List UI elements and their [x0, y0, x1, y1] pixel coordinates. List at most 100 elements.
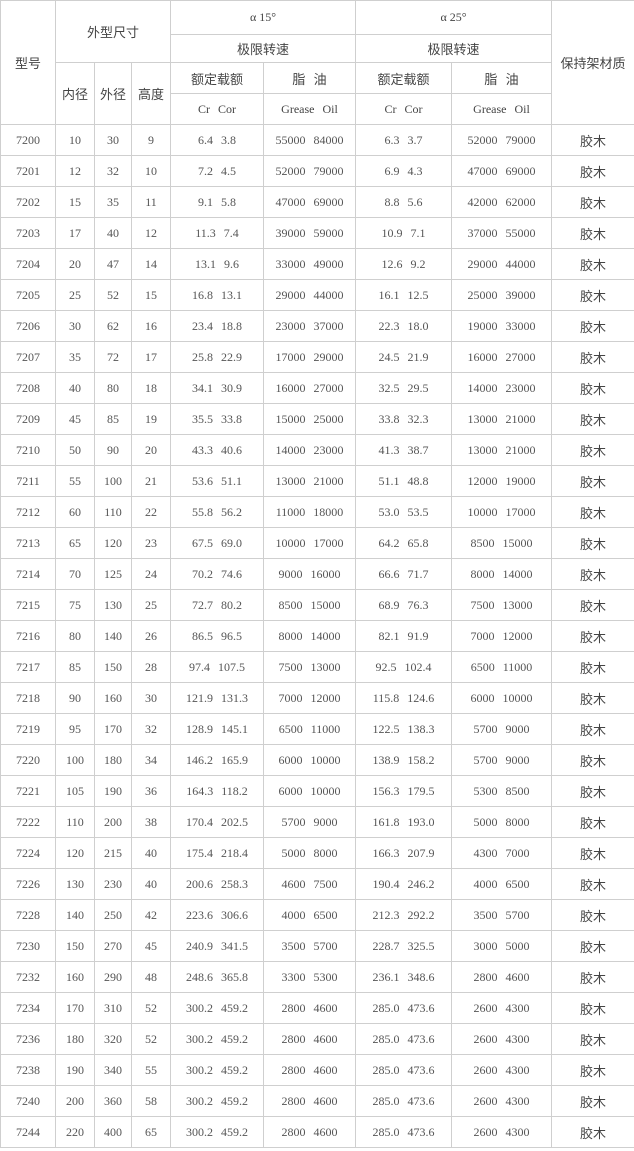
- rated-load-15-first-value: 11.3: [195, 225, 216, 240]
- speed-25-second-value: 10000: [502, 690, 533, 705]
- table-row: 7208 40 80 18 34.1 30.9 16000 27000 32.5 29.5 1400…: [0, 372, 634, 404]
- rated-load-15-first-value: 23.4: [192, 318, 213, 333]
- rated-load-25-second-value: 158.2: [407, 752, 435, 767]
- rated-load-15-second-value: 13.1: [221, 287, 242, 302]
- speed-25-second-value: 8500: [505, 783, 530, 798]
- cell-inner-diameter: 85: [55, 651, 95, 683]
- cell-speed-15: 2800 4600: [263, 1023, 356, 1055]
- cell-outer-diameter: 170: [94, 713, 132, 745]
- table-row: 7228 140 250 42 223.6 306.6 4000 6500 212.3 292.2…: [0, 899, 634, 931]
- cell-model: 7214: [0, 558, 56, 590]
- speed-25-second-value: 14000: [502, 566, 533, 581]
- cell-height: 10: [131, 155, 171, 187]
- header-grease: Grease: [281, 101, 315, 116]
- rated-load-15-second-value: 18.8: [221, 318, 242, 333]
- cell-speed-15: 7500 13000: [263, 651, 356, 683]
- rated-load-15-first-value: 6.4: [198, 132, 213, 147]
- cell-model: 7215: [0, 589, 56, 621]
- rated-load-25-second-value: 48.8: [407, 473, 429, 488]
- speed-25-first-value: 2600: [473, 1124, 498, 1139]
- speed-15-first-value: 3500: [281, 938, 306, 953]
- cell-inner-diameter: 120: [55, 837, 95, 869]
- cell-model: 7203: [0, 217, 56, 249]
- speed-15-second-value: 25000: [313, 411, 344, 426]
- cell-rated-load-25: 16.1 12.5: [355, 279, 452, 311]
- rated-load-25-first-value: 122.5: [372, 721, 400, 736]
- header-cor: Cor: [218, 101, 236, 116]
- speed-15-first-value: 2800: [281, 1093, 306, 1108]
- speed-15-second-value: 59000: [313, 225, 344, 240]
- table-row: 7219 95 170 32 128.9 145.1 6500 11000 122.5 138.3…: [0, 713, 634, 745]
- cell-speed-15: 29000 44000: [263, 279, 356, 311]
- table-row: 7204 20 47 14 13.1 9.6 33000 49000 12.6 9.2 29000 4…: [0, 248, 634, 280]
- rated-load-15-first-value: 9.1: [198, 194, 213, 209]
- cell-speed-25: 5700 9000: [451, 744, 552, 776]
- cell-outer-diameter: 47: [94, 248, 132, 280]
- rated-load-15-second-value: 258.3: [221, 876, 248, 891]
- table-row: 7211 55 100 21 53.6 51.1 13000 21000 51.1 48.8 120…: [0, 465, 634, 497]
- cell-inner-diameter: 170: [55, 992, 95, 1024]
- speed-25-first-value: 5700: [473, 752, 498, 767]
- speed-25-second-value: 69000: [505, 163, 536, 178]
- speed-25-first-value: 52000: [467, 132, 498, 147]
- rated-load-25-first-value: 285.0: [372, 1000, 400, 1015]
- table-row: 7224 120 215 40 175.4 218.4 5000 8000 166.3 207.9…: [0, 837, 634, 869]
- speed-15-first-value: 16000: [275, 380, 306, 395]
- cell-outer-diameter: 90: [94, 434, 132, 466]
- speed-25-first-value: 8000: [470, 566, 495, 581]
- speed-25-first-value: 4000: [473, 876, 498, 891]
- speed-25-second-value: 15000: [502, 535, 533, 550]
- cell-height: 42: [131, 899, 171, 931]
- cell-outer-diameter: 270: [94, 930, 132, 962]
- cell-rated-load-25: 228.7 325.5: [355, 930, 452, 962]
- speed-15-first-value: 33000: [275, 256, 306, 271]
- cell-model: 7238: [0, 1054, 56, 1086]
- speed-15-first-value: 14000: [275, 442, 306, 457]
- cell-speed-25: 13000 21000: [451, 403, 552, 435]
- cell-height: 65: [131, 1116, 171, 1148]
- cell-speed-15: 39000 59000: [263, 217, 356, 249]
- speed-15-second-value: 84000: [313, 132, 344, 147]
- speed-15-second-value: 15000: [310, 597, 341, 612]
- cell-model: 7209: [0, 403, 56, 435]
- cell-speed-25: 47000 69000: [451, 155, 552, 187]
- rated-load-15-first-value: 16.8: [192, 287, 213, 302]
- speed-25-second-value: 9000: [505, 721, 530, 736]
- rated-load-15-first-value: 35.5: [192, 411, 213, 426]
- cell-inner-diameter: 50: [55, 434, 95, 466]
- cell-height: 12: [131, 217, 171, 249]
- cell-speed-15: 3500 5700: [263, 930, 356, 962]
- rated-load-25-second-value: 193.0: [407, 814, 435, 829]
- speed-15-second-value: 23000: [313, 442, 344, 457]
- cell-outer-diameter: 200: [94, 806, 132, 838]
- rated-load-25-second-value: 29.5: [407, 380, 429, 395]
- cell-outer-diameter: 215: [94, 837, 132, 869]
- cell-speed-15: 2800 4600: [263, 1085, 356, 1117]
- table-row: 7216 80 140 26 86.5 96.5 8000 14000 82.1 91.9 7000…: [0, 620, 634, 652]
- speed-15-second-value: 49000: [313, 256, 344, 271]
- cell-rated-load-15: 121.9 131.3: [170, 682, 264, 714]
- rated-load-15-second-value: 4.5: [221, 163, 236, 178]
- rated-load-25-second-value: 53.5: [407, 504, 429, 519]
- cell-inner-diameter: 17: [55, 217, 95, 249]
- cell-speed-25: 4300 7000: [451, 837, 552, 869]
- cell-rated-load-15: 9.1 5.8: [170, 186, 264, 218]
- cell-speed-25: 3000 5000: [451, 930, 552, 962]
- cell-inner-diameter: 55: [55, 465, 95, 497]
- rated-load-15-second-value: 107.5: [218, 659, 245, 674]
- rated-load-25-first-value: 8.8: [384, 194, 400, 209]
- cell-rated-load-15: 164.3 118.2: [170, 775, 264, 807]
- cell-height: 58: [131, 1085, 171, 1117]
- speed-15-second-value: 4600: [313, 1062, 338, 1077]
- rated-load-15-second-value: 459.2: [221, 1031, 248, 1046]
- speed-25-second-value: 4300: [505, 1031, 530, 1046]
- rated-load-25-second-value: 473.6: [407, 1124, 435, 1139]
- cell-cage-material: 胶木: [551, 465, 634, 497]
- cell-rated-load-25: 92.5 102.4: [355, 651, 452, 683]
- cell-rated-load-15: 53.6 51.1: [170, 465, 264, 497]
- speed-25-second-value: 4600: [505, 969, 530, 984]
- rated-load-25-first-value: 68.9: [378, 597, 400, 612]
- cell-height: 28: [131, 651, 171, 683]
- cell-inner-diameter: 110: [55, 806, 95, 838]
- rated-load-25-second-value: 473.6: [407, 1031, 435, 1046]
